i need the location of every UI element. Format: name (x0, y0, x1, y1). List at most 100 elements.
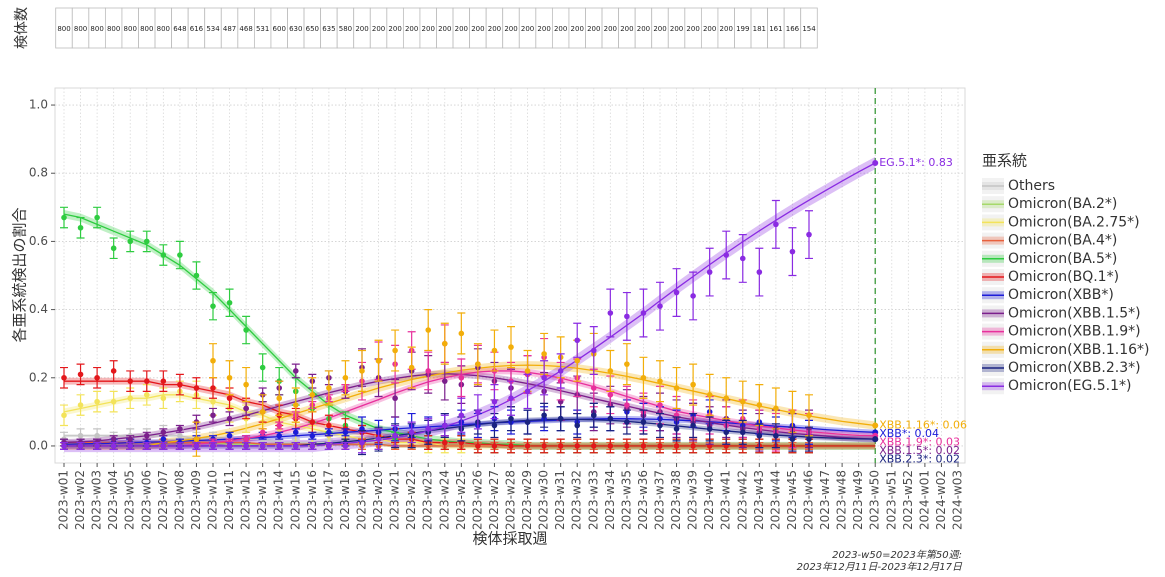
table-count: 200 (653, 25, 666, 33)
data-point (259, 409, 266, 415)
data-point (773, 432, 779, 439)
data-point (143, 378, 150, 384)
data-point (673, 443, 680, 449)
table-count: 800 (90, 25, 103, 33)
x-tick-label: 2023-w09 (189, 470, 203, 530)
x-tick-label: 2023-w02 (73, 470, 87, 530)
data-point (210, 412, 216, 419)
data-point (110, 398, 117, 405)
table-count: 580 (339, 25, 352, 33)
data-point (673, 385, 680, 391)
data-point (739, 398, 746, 405)
x-tick-label: 2023-w03 (90, 470, 104, 530)
fit-band (64, 415, 876, 447)
data-point (690, 422, 696, 429)
data-point (193, 443, 200, 449)
data-point (640, 419, 647, 425)
data-point (259, 443, 266, 449)
data-point (177, 443, 183, 449)
x-tick-label: 2023-w23 (421, 470, 435, 530)
fit-band (64, 370, 876, 446)
data-point (491, 443, 498, 449)
table-count: 200 (720, 25, 733, 33)
table-count: 600 (273, 25, 286, 33)
data-point (392, 395, 398, 402)
data-point (723, 395, 730, 402)
data-point (425, 368, 432, 374)
y-tick-label: 0.8 (29, 166, 48, 180)
data-point (94, 374, 100, 381)
end-point (872, 436, 879, 443)
data-point (326, 443, 332, 449)
data-point (574, 357, 581, 364)
x-tick-label: 2023-w18 (338, 470, 352, 530)
x-tick-label: 2024-w01 (917, 470, 931, 530)
x-tick-label: 2023-w43 (752, 470, 766, 530)
fit-band (64, 416, 876, 449)
data-point (706, 426, 713, 432)
data-point (574, 422, 581, 429)
table-count: 181 (753, 25, 766, 33)
data-point (259, 429, 266, 436)
data-point (706, 269, 713, 275)
data-point (723, 429, 730, 436)
data-point (673, 289, 680, 296)
footnote: 2023年12月11日-2023年12月17日 (797, 561, 963, 573)
x-tick-label: 2023-w13 (255, 470, 269, 530)
data-point (326, 385, 332, 391)
data-point (127, 238, 134, 245)
data-point (640, 443, 647, 449)
data-point (706, 392, 713, 398)
x-tick-label: 2023-w38 (669, 470, 683, 530)
x-tick-label: 2023-w47 (818, 470, 832, 530)
data-point (756, 402, 763, 408)
data-point (94, 443, 100, 449)
data-point (210, 443, 216, 449)
data-point (160, 378, 167, 384)
end-label: XBB.2.3*: 0.02 (879, 453, 960, 466)
data-point (657, 402, 663, 408)
data-point (574, 443, 581, 449)
footnote: 2023-w50=2023年第50週: (832, 549, 962, 561)
data-point (160, 443, 167, 449)
legend-label: Omicron(XBB.1.16*) (1008, 342, 1149, 358)
data-point (210, 385, 216, 391)
table-count: 468 (239, 25, 252, 33)
x-tick-label: 2023-w28 (504, 470, 518, 530)
table-count: 200 (637, 25, 650, 33)
data-point (739, 429, 746, 436)
data-point (541, 351, 547, 357)
data-point (94, 432, 100, 439)
table-count: 200 (488, 25, 501, 33)
y-tick-label: 0.4 (29, 302, 48, 316)
data-point (690, 381, 696, 388)
x-tick-label: 2024-w02 (934, 470, 948, 530)
data-point (524, 443, 531, 449)
x-tick-label: 2023-w48 (835, 470, 849, 530)
data-point (458, 374, 465, 381)
data-point (259, 364, 266, 371)
x-tick-label: 2023-w50 (868, 470, 882, 530)
table-count: 200 (587, 25, 600, 33)
legend-label: Omicron(XBB.1.5*) (1008, 305, 1141, 321)
end-label: XBB.1.16*: 0.06 (879, 419, 967, 432)
x-tick-label: 2023-w11 (222, 470, 236, 530)
table-count: 800 (57, 25, 70, 33)
data-point (243, 436, 249, 442)
data-point (392, 432, 398, 439)
data-point (210, 398, 216, 405)
x-tick-label: 2023-w15 (288, 470, 302, 530)
data-point (624, 361, 630, 367)
data-point (94, 214, 100, 221)
data-point (226, 299, 233, 306)
table-cell (800, 7, 818, 49)
fit-band (64, 391, 876, 450)
legend-label: Omicron(BA.5*) (1008, 251, 1117, 267)
table-count: 200 (455, 25, 468, 33)
data-point (607, 415, 614, 422)
data-point (326, 422, 332, 429)
data-point (508, 443, 514, 449)
data-point (143, 432, 150, 439)
fit-band (64, 434, 876, 448)
data-point (177, 381, 183, 388)
